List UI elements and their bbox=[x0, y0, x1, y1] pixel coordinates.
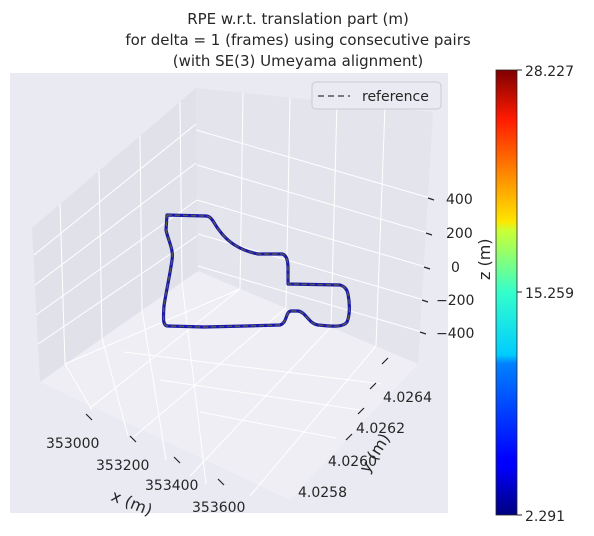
grid-line bbox=[199, 411, 337, 439]
x-tick-label: 353000 bbox=[46, 436, 99, 452]
grid-line bbox=[189, 326, 332, 477]
grid-lines bbox=[33, 92, 431, 497]
pane-group bbox=[32, 88, 433, 500]
x-axis-ticks: 353000 353200 353400 353600 bbox=[46, 436, 245, 516]
grid-line bbox=[59, 203, 66, 365]
y-tick-mark bbox=[357, 407, 365, 415]
chart-title-line-1: RPE w.r.t. translation part (m) bbox=[187, 10, 409, 28]
grid-line bbox=[159, 379, 361, 411]
x-tick-mark bbox=[129, 435, 137, 443]
grid-line bbox=[181, 281, 207, 485]
grid-line bbox=[239, 92, 244, 290]
grid-line bbox=[375, 106, 386, 347]
y-tick-label: 4.0262 bbox=[356, 421, 405, 437]
x-tick-mark bbox=[173, 456, 181, 464]
grid-line bbox=[34, 162, 197, 286]
y-tick-label: 4.0264 bbox=[383, 390, 432, 406]
grid-line bbox=[141, 309, 167, 461]
z-tick-label: 0 bbox=[451, 260, 460, 276]
grid-line bbox=[89, 288, 241, 409]
colorbar: 28.227 15.259 2.291 bbox=[495, 64, 574, 525]
y-tick-mark bbox=[345, 433, 353, 441]
chart-title-line-3: (with SE(3) Umeyama alignment) bbox=[173, 52, 424, 70]
z-tick-mark bbox=[419, 331, 427, 335]
chart-title: RPE w.r.t. translation part (m) for delt… bbox=[125, 10, 471, 70]
z-tick-mark bbox=[421, 299, 429, 303]
x-tick-mark bbox=[85, 413, 93, 421]
grid-line bbox=[129, 307, 287, 441]
reference-trajectory bbox=[162, 214, 351, 328]
x-tick-label: 353200 bbox=[96, 458, 149, 474]
grid-line bbox=[35, 199, 198, 316]
z-tick-label: 400 bbox=[446, 192, 473, 208]
z-tick-label: −400 bbox=[436, 326, 474, 342]
colorbar-tick-label-min: 2.291 bbox=[525, 509, 565, 525]
tick-marks bbox=[85, 197, 435, 486]
legend-box bbox=[311, 81, 442, 110]
legend-reference-label: reference bbox=[362, 89, 429, 105]
y-tick-label: 4.0260 bbox=[328, 454, 377, 470]
colorbar-tick-label-mid: 15.259 bbox=[525, 286, 574, 302]
z-tick-mark bbox=[425, 232, 433, 236]
x-tick-label: 353400 bbox=[145, 478, 198, 494]
x-tick-mark bbox=[217, 478, 225, 486]
grid-line bbox=[37, 235, 198, 345]
grid-line bbox=[139, 135, 143, 311]
trajectory-group bbox=[161, 213, 351, 329]
z-axis-ticks: 400 200 0 −200 −400 bbox=[436, 192, 474, 342]
chart-title-line-2: for delta = 1 (frames) using consecutive… bbox=[125, 31, 471, 49]
z-tick-mark bbox=[423, 266, 431, 270]
grid-line bbox=[196, 164, 429, 234]
grid-line bbox=[33, 123, 197, 256]
grid-line bbox=[330, 102, 338, 328]
back-right-pane bbox=[196, 88, 433, 364]
grid-line bbox=[64, 288, 241, 365]
grid-line bbox=[64, 363, 93, 411]
back-left-pane bbox=[32, 88, 198, 382]
y-tick-mark bbox=[369, 382, 377, 390]
z-tick-label: 200 bbox=[446, 226, 473, 242]
grid-line bbox=[101, 337, 129, 437]
y-tick-label: 4.0258 bbox=[298, 485, 347, 501]
colorbar-tick-label-max: 28.227 bbox=[525, 64, 574, 80]
grid-line bbox=[249, 345, 377, 497]
grid-line bbox=[98, 170, 103, 339]
y-axis-ticks: 4.0258 4.0260 4.0262 4.0264 bbox=[298, 390, 432, 501]
grid-line bbox=[195, 129, 431, 199]
z-tick-label: −200 bbox=[436, 293, 474, 309]
grid-line bbox=[123, 351, 383, 385]
colorbar-gradient bbox=[495, 69, 518, 516]
y-tick-mark bbox=[381, 357, 389, 365]
legend: reference bbox=[311, 81, 442, 110]
x-tick-label: 353600 bbox=[192, 500, 245, 516]
grid-line bbox=[179, 101, 183, 283]
z-axis-label: z (m) bbox=[475, 238, 494, 280]
grid-line bbox=[197, 265, 423, 333]
grid-line bbox=[196, 199, 427, 268]
z-tick-mark bbox=[427, 197, 435, 201]
floor-pane bbox=[40, 271, 418, 500]
